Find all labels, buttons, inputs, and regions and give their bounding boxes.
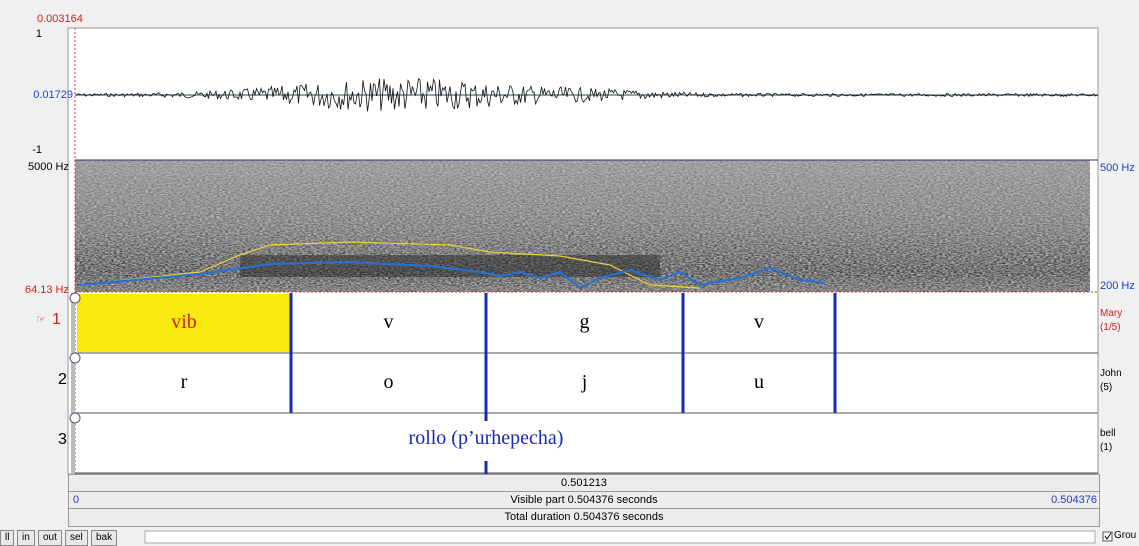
tier-label: bell — [1100, 428, 1116, 439]
pitch-track — [79, 260, 826, 290]
freq-top: 5000 Hz — [28, 161, 69, 173]
interval-label[interactable]: j — [581, 371, 588, 393]
checkbox[interactable] — [1102, 531, 1113, 542]
interval-label[interactable]: g — [579, 311, 590, 333]
freq-bottom: 64.13 Hz — [24, 284, 69, 296]
interval-label[interactable]: v — [754, 311, 764, 333]
tier-name: Mary (1/5) — [1100, 307, 1122, 335]
tier-count: (1/5) — [1100, 322, 1121, 333]
button[interactable]: out — [38, 530, 62, 546]
checkmark — [1104, 532, 1112, 540]
tier-circle — [69, 412, 81, 424]
wave-max: 1 — [35, 28, 42, 40]
tier-name: bell (1) — [1100, 427, 1116, 455]
tier-count: (1) — [1100, 442, 1113, 453]
waveform — [74, 77, 1099, 112]
cursor-time: 0.003164 — [37, 13, 83, 25]
spectrogram-texture — [75, 160, 1090, 292]
visible-end: 0.504376 — [1051, 494, 1097, 506]
visible-bar[interactable]: 0 Visible part 0.504376 seconds 0.504376 — [68, 491, 1100, 510]
total-bar[interactable]: Total duration 0.504376 seconds — [68, 508, 1100, 527]
total-duration: Total duration 0.504376 seconds — [504, 511, 664, 523]
scrollbar[interactable] — [144, 530, 1096, 544]
interval-label[interactable]: u — [754, 371, 764, 393]
visible-label: Visible part 0.504376 seconds — [510, 494, 658, 506]
pitch-top: 500 Hz — [1100, 162, 1135, 174]
tier-label: John — [1100, 368, 1122, 379]
tier-number: 1 — [52, 311, 61, 328]
tier-name: John (5) — [1100, 367, 1122, 395]
tier-number: 2 — [58, 371, 67, 388]
button[interactable]: in — [17, 530, 35, 546]
button[interactable]: bak — [91, 530, 118, 546]
button[interactable]: ll — [0, 530, 15, 546]
interval-label[interactable]: v — [383, 311, 394, 333]
wave-value: 0.01729 — [33, 89, 73, 101]
tier-pointer: ☞ — [36, 314, 46, 326]
point-label[interactable]: rollo (p’urhepecha) — [408, 427, 564, 449]
spectrogram-formant — [240, 255, 660, 277]
tier-count: (5) — [1100, 382, 1113, 393]
tier-number: 3 — [58, 431, 67, 448]
interval-label[interactable]: r — [180, 371, 188, 393]
tier-circle — [69, 352, 81, 364]
tier-label: Mary — [1100, 308, 1123, 319]
visible-start: 0 — [73, 494, 80, 506]
wave-min: -1 — [32, 144, 42, 156]
selected-interval — [77, 294, 290, 352]
selection-duration: 0.501213 — [561, 477, 607, 489]
tier-circle — [69, 292, 81, 304]
group-label[interactable]: Grou — [1114, 530, 1137, 541]
button[interactable]: sel — [65, 530, 88, 546]
interval-label[interactable]: vib — [171, 311, 197, 333]
interval-label[interactable]: o — [383, 371, 394, 393]
pitch-bottom: 200 Hz — [1100, 280, 1135, 292]
